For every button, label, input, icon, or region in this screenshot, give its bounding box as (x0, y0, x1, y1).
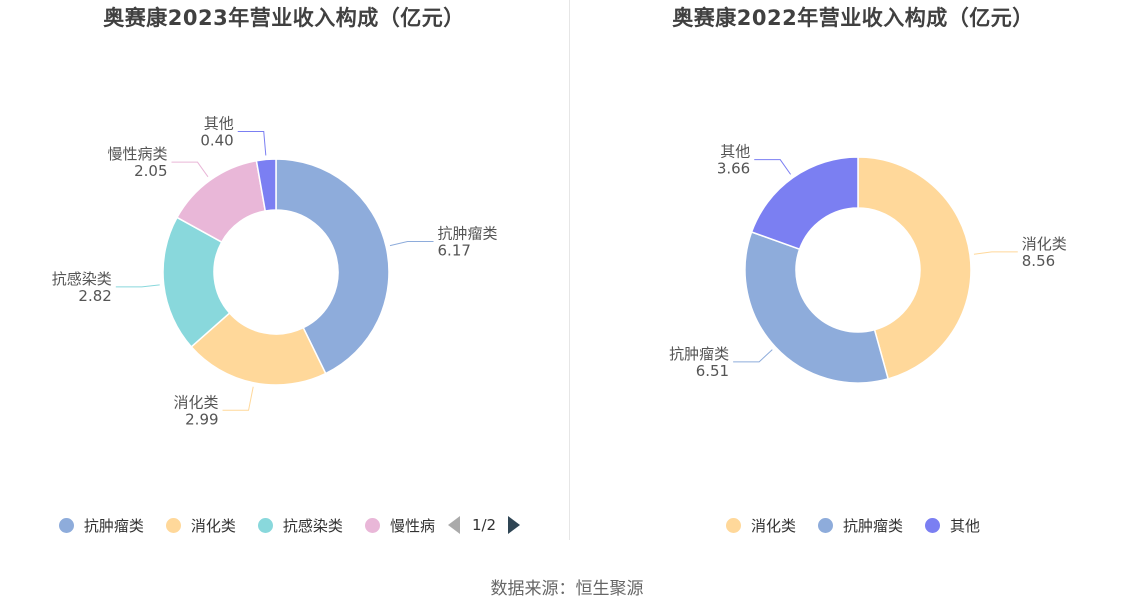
legend-label: 慢性病 (389, 516, 435, 535)
pager-text: 1/2 (471, 516, 497, 534)
pager-prev-icon[interactable] (447, 516, 460, 534)
legend-dot (817, 517, 833, 533)
legend-pager: 1/2 (447, 516, 521, 534)
legend-dot (925, 517, 940, 533)
legend-label: 消化类 (750, 516, 796, 535)
slice-label-value: 2.99 (185, 410, 218, 428)
slice-label-name: 消化类 (174, 393, 219, 411)
legend-item-other[interactable]: 其他 (925, 515, 980, 536)
slice-label-value: 6.51 (696, 362, 729, 380)
legend-dot (725, 517, 741, 533)
legend-label: 消化类 (190, 516, 236, 535)
chart-panel-2023: 奥赛康2023年营业收入构成（亿元） 抗肿瘤类 6.17 消化类 2.99 抗感染类 2.… (0, 0, 568, 540)
label-leader-line (389, 241, 434, 247)
slice-label-name: 抗肿瘤类 (438, 225, 498, 243)
label-leader-line (237, 131, 267, 156)
label-leader-line (171, 161, 209, 178)
slice-label-value: 0.40 (200, 132, 233, 150)
label-leader-line (733, 349, 773, 363)
donut-slice-0[interactable] (275, 158, 390, 375)
chart-panel-2022: 奥赛康2022年营业收入构成（亿元） 消化类 8.56 抗肿瘤类 6.51 其他 3.66… (572, 0, 1134, 540)
label-leader-line (222, 386, 254, 411)
legend-label: 抗肿瘤类 (83, 516, 144, 535)
legend-item-chronic[interactable]: 慢性病 (364, 515, 435, 536)
label-leader-line (973, 251, 1018, 255)
slice-label-name: 其他 (204, 115, 234, 133)
donut-slice-4[interactable] (255, 158, 277, 212)
legend-label: 抗感染类 (282, 516, 343, 535)
label-leader-line (115, 284, 160, 288)
legend-dot (58, 517, 74, 533)
legend: 抗肿瘤类 消化类 抗感染类 慢性病 1/2 (0, 513, 568, 537)
slice-label-name: 抗感染类 (52, 270, 112, 288)
legend-dot (165, 517, 181, 533)
legend: 消化类 抗肿瘤类 其他 (572, 513, 1134, 537)
chart-title: 奥赛康2023年营业收入构成（亿元） (103, 6, 465, 30)
slice-label-value: 8.56 (1022, 252, 1055, 270)
donut-slice-1[interactable] (744, 231, 890, 384)
legend-item-antitumor[interactable]: 抗肿瘤类 (58, 515, 144, 536)
slice-label-value: 6.17 (438, 242, 471, 260)
donut-slice-0[interactable] (857, 156, 972, 380)
slice-label-name: 抗肿瘤类 (669, 345, 729, 363)
slice-label-value: 2.82 (78, 287, 111, 305)
slice-label-value: 3.66 (717, 160, 750, 178)
legend-item-digestive[interactable]: 消化类 (165, 515, 236, 536)
slice-label-name: 其他 (720, 143, 750, 161)
slice-label-name: 慢性病类 (107, 145, 167, 163)
legend-dot (257, 517, 273, 533)
legend-item-digestive[interactable]: 消化类 (725, 515, 796, 536)
legend-item-anti-infection[interactable]: 抗感染类 (257, 515, 343, 536)
label-leader-line (754, 159, 792, 175)
panel-divider (569, 0, 570, 540)
slice-label-name: 消化类 (1022, 235, 1067, 253)
legend-label: 其他 (950, 516, 981, 535)
slice-label-value: 2.05 (134, 162, 167, 180)
data-source: 数据来源：恒生聚源 (490, 579, 644, 599)
legend-dot (364, 517, 380, 533)
legend-item-antitumor[interactable]: 抗肿瘤类 (817, 515, 903, 536)
donut-slice-2[interactable] (750, 156, 859, 251)
legend-label: 抗肿瘤类 (842, 516, 903, 535)
chart-title: 奥赛康2022年营业收入构成（亿元） (672, 6, 1034, 30)
pager-next-icon[interactable] (508, 516, 521, 534)
